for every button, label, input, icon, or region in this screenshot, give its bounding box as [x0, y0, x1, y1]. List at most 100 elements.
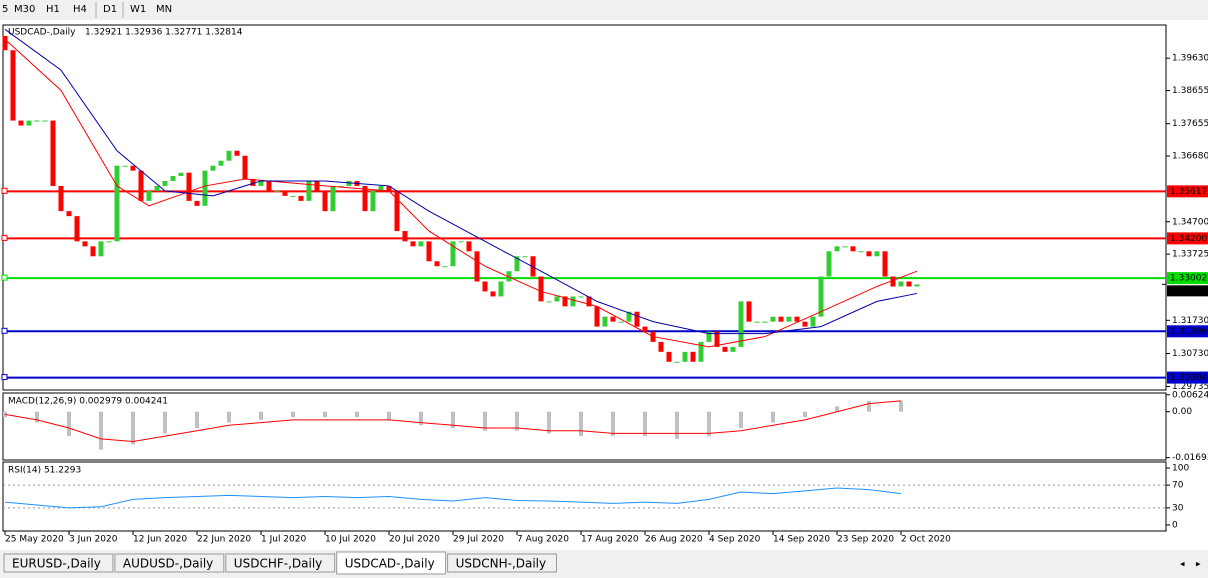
candle — [522, 256, 528, 258]
x-tick-label: 17 Aug 2020 — [581, 535, 639, 545]
candle — [10, 50, 16, 121]
candle — [634, 311, 640, 327]
tab[interactable] — [114, 553, 225, 573]
rsi-line — [4, 487, 902, 509]
candle — [570, 296, 576, 307]
level-label: 1.30004 — [1170, 373, 1207, 383]
level-label: 1.33002 — [1170, 274, 1207, 284]
x-tick-label: 4 Sep 2020 — [709, 535, 761, 545]
tab-label[interactable]: USDCHF-,Daily — [234, 557, 322, 571]
timeframe-button[interactable]: H4 — [73, 4, 87, 15]
candle — [586, 296, 592, 307]
candle — [554, 296, 560, 302]
y-tick-label: 0.00 — [1172, 407, 1192, 417]
candle — [914, 284, 920, 287]
candle — [234, 150, 240, 156]
timeframe-button[interactable]: H1 — [46, 4, 60, 15]
candle — [322, 190, 328, 212]
candle — [250, 178, 256, 186]
candle — [98, 241, 104, 257]
candle — [34, 120, 40, 122]
macd-bar — [419, 411, 423, 426]
candle — [618, 321, 624, 323]
scroll-left: ◂ — [1180, 560, 1185, 570]
candle — [474, 251, 480, 282]
level-handle — [1, 234, 8, 241]
tab-label[interactable]: USDCNH-,Daily — [456, 557, 547, 571]
timeframe-button[interactable]: W1 — [130, 4, 146, 15]
y-tick-label: 1.33725 — [1172, 250, 1208, 260]
candle — [594, 306, 600, 327]
macd-panel — [2, 392, 1167, 461]
y-tick-label: -0.01693 — [1172, 453, 1208, 463]
candle — [786, 316, 792, 322]
x-tick-label: 23 Sep 2020 — [837, 535, 894, 545]
macd-bar — [739, 411, 743, 428]
candle — [74, 216, 80, 242]
y-tick-label: 1.34700 — [1172, 217, 1208, 227]
timeframe-button[interactable]: D1 — [103, 4, 117, 15]
candle — [18, 120, 24, 126]
y-tick-label: 1.39630 — [1172, 54, 1208, 64]
candle — [762, 321, 768, 323]
level-handle — [1, 274, 8, 281]
level-handle — [1, 374, 8, 381]
candle — [258, 180, 264, 186]
y-tick-label: 1.31730 — [1172, 316, 1208, 326]
candle — [282, 190, 288, 196]
macd-bar — [547, 411, 551, 434]
candle — [274, 190, 280, 192]
tab[interactable] — [447, 553, 558, 573]
candle — [714, 331, 720, 347]
candle — [266, 180, 272, 191]
candle — [906, 281, 912, 287]
tab[interactable] — [225, 553, 336, 573]
macd-bar — [163, 411, 167, 434]
candle — [794, 316, 800, 322]
timeframe-button[interactable]: MN — [156, 4, 172, 15]
candle — [818, 276, 824, 317]
candle — [370, 190, 376, 212]
candle — [90, 246, 96, 257]
macd-bar — [35, 411, 39, 423]
macd-bar — [771, 411, 775, 423]
macd-bar — [131, 411, 135, 445]
candle — [434, 261, 440, 267]
timeframe-button[interactable]: M30 — [14, 4, 35, 15]
candle — [754, 321, 760, 323]
candle — [194, 200, 200, 206]
candle — [106, 241, 112, 243]
level-label-box — [1167, 272, 1208, 285]
candle — [138, 170, 144, 201]
candle — [210, 165, 216, 171]
candle — [514, 256, 520, 272]
candle — [842, 246, 848, 248]
macd-bar — [835, 406, 839, 412]
candle — [426, 241, 432, 262]
y-tick-label: 70 — [1172, 481, 1184, 491]
y-tick-label: 0.00624 — [1172, 390, 1208, 400]
macd-bar — [483, 411, 487, 431]
timeframe-button[interactable]: 5 — [2, 4, 8, 15]
level-label-box — [1167, 232, 1208, 245]
candle — [826, 251, 832, 277]
candle — [666, 351, 672, 362]
macd-bar — [259, 411, 263, 420]
candle — [466, 241, 472, 252]
tab-label[interactable]: USDCAD-,Daily — [345, 557, 435, 571]
x-tick-label: 26 Aug 2020 — [645, 535, 703, 545]
candle — [122, 165, 128, 167]
tab-label[interactable]: AUDUSD-,Daily — [123, 557, 213, 571]
candle — [154, 185, 160, 191]
candle — [418, 241, 424, 247]
level-label-box — [1167, 325, 1208, 338]
ohlc-info: 1.32921 1.32936 1.32771 1.32814 — [85, 28, 243, 38]
tab[interactable] — [336, 551, 447, 575]
macd-bar — [99, 411, 103, 450]
candle — [498, 281, 504, 297]
candle — [858, 251, 864, 253]
tab-label[interactable]: EURUSD-,Daily — [12, 557, 101, 571]
tab[interactable] — [3, 553, 114, 573]
candle — [690, 351, 696, 362]
